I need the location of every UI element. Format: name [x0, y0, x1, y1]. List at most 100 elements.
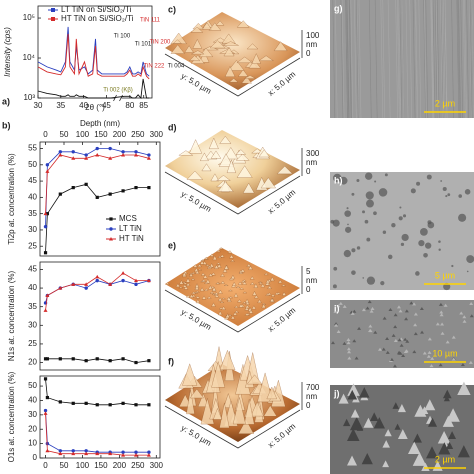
sem-texture — [346, 337, 351, 341]
plot-frame — [39, 141, 161, 257]
marker — [121, 401, 125, 405]
marker — [134, 450, 138, 454]
x-tick-label: 100 — [76, 130, 90, 139]
afm-peak — [257, 281, 263, 283]
sem-pore — [442, 187, 447, 192]
afm-peak — [185, 294, 191, 298]
afm-peak — [237, 281, 243, 285]
afm-peak — [195, 299, 201, 304]
x-tick-label: 40 — [79, 101, 88, 110]
sem-texture — [412, 302, 417, 306]
afm-peak — [216, 175, 231, 181]
sem-texture — [451, 357, 456, 361]
sem-texture — [403, 350, 408, 354]
afm-peak — [197, 268, 203, 271]
afm-peak — [227, 289, 233, 292]
panel-label: c) — [168, 4, 176, 14]
marker — [84, 153, 88, 157]
sem-texture — [403, 337, 408, 341]
marker — [58, 400, 62, 404]
marker — [134, 150, 138, 154]
sem-texture — [434, 0, 438, 119]
sem-texture — [436, 0, 440, 119]
afm-peak — [185, 277, 191, 283]
sem-texture — [334, 0, 338, 119]
afm-peak — [229, 78, 239, 83]
afm-peak — [199, 152, 209, 161]
sem-pore — [445, 195, 448, 198]
afm-peak — [264, 281, 270, 286]
z-scale-zero: 0 — [306, 285, 311, 294]
sem-pyramid — [392, 402, 400, 409]
sem-texture — [431, 0, 434, 119]
sem-texture — [349, 0, 352, 119]
afm-peak — [261, 303, 266, 309]
sem-texture — [462, 319, 467, 323]
sem-pore — [333, 173, 342, 183]
afm-peak — [199, 287, 205, 292]
z-scale-top: 5 — [306, 267, 311, 276]
sem-texture — [418, 0, 422, 119]
y-tick-label: 25 — [28, 339, 37, 348]
afm-axes — [164, 382, 303, 449]
afm-peak — [194, 283, 200, 288]
sem-texture — [457, 0, 461, 119]
marker — [84, 156, 89, 160]
afm-peak — [218, 289, 223, 294]
sem-texture — [456, 0, 460, 119]
sem-pore — [332, 284, 337, 289]
sem-image: j) 2 µm — [330, 381, 474, 474]
marker — [84, 182, 88, 186]
afm-peak — [276, 165, 293, 175]
sem-texture — [464, 0, 467, 119]
sem-texture — [382, 316, 387, 320]
sem-pyramid — [397, 404, 406, 413]
sem-texture — [373, 330, 378, 334]
afm-peak — [188, 273, 194, 277]
sem-texture — [469, 0, 472, 119]
marker — [95, 195, 99, 199]
x-tick-label: 85 — [139, 101, 148, 110]
sem-pyramid — [424, 399, 436, 411]
afm-peak — [219, 402, 230, 429]
z-scale-unit: nm — [306, 276, 317, 285]
sem-image: i) 10 µm — [330, 300, 474, 368]
afm-peak — [228, 60, 245, 71]
afm-peak — [224, 66, 236, 77]
marker — [95, 278, 99, 283]
sem-pore — [398, 216, 403, 221]
z-scale-top: 100 — [306, 31, 320, 40]
sem-pore — [420, 227, 428, 236]
sem-pore — [365, 191, 374, 200]
sem-texture — [440, 0, 443, 119]
annotation: TiN 111 — [140, 18, 161, 24]
legend-label: HT TiN — [119, 234, 144, 243]
sem-pyramid — [350, 409, 360, 418]
afm-peak — [246, 374, 263, 385]
marker — [45, 395, 49, 400]
marker — [58, 449, 63, 453]
afm-peak — [178, 286, 184, 289]
marker — [121, 278, 125, 283]
sem-texture — [347, 356, 352, 360]
series-line — [37, 26, 150, 77]
afm-peak — [217, 255, 223, 258]
annotation: Ti 004 — [168, 64, 185, 70]
afm-peak — [258, 55, 274, 61]
afm-peak — [260, 283, 266, 288]
sem-pore — [400, 242, 405, 247]
afm-peak — [238, 419, 254, 434]
sem-texture — [405, 339, 410, 343]
sem-texture — [368, 328, 373, 332]
marker — [45, 293, 50, 298]
x-tick-label: 250 — [131, 130, 145, 139]
sem-texture — [425, 0, 429, 119]
afm-peak — [189, 55, 201, 61]
x-axis-label: x: 5.0 µm — [266, 305, 297, 333]
afm-peak — [182, 272, 187, 277]
afm-peak — [250, 401, 264, 417]
x-axis-label: x: 5.0 µm — [266, 69, 297, 97]
afm-peak — [211, 361, 225, 388]
afm-peak — [182, 284, 188, 288]
marker — [134, 186, 138, 190]
